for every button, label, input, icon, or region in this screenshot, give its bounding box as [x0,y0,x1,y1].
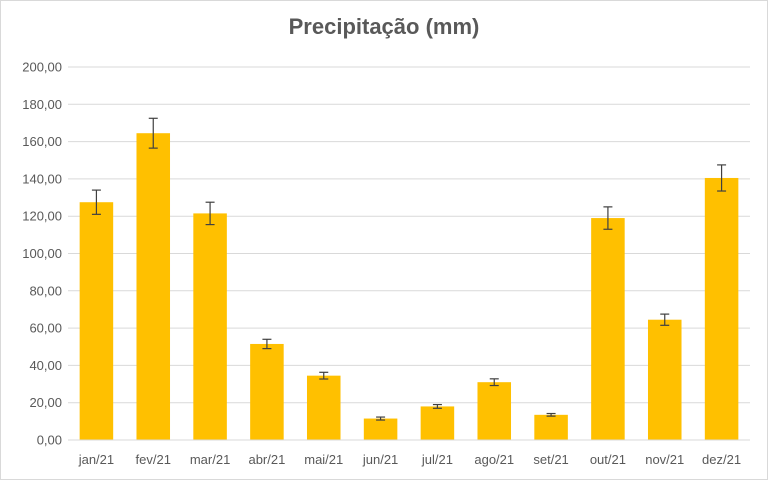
x-tick-label: mai/21 [304,452,343,467]
error-bar-mar-21 [205,201,215,226]
chart-title: Precipitação (mm) [288,14,480,39]
error-bars [91,117,727,421]
y-tick-label: 0,00 [37,433,62,448]
x-tick-label: ago/21 [474,452,514,467]
x-tick-label: fev/21 [136,452,171,467]
y-tick-label: 160,00 [22,134,62,149]
bar-jan-21 [79,202,114,440]
error-bar-mai-21 [319,371,329,380]
error-bar-jan-21 [91,189,101,215]
y-tick-label: 20,00 [29,395,62,410]
x-tick-label: jun/21 [362,452,398,467]
bar-ago-21 [477,382,512,440]
error-bar-nov-21 [660,313,670,326]
bar-abr-21 [250,343,284,440]
x-tick-label: jul/21 [421,452,453,467]
bar-fev-21 [136,133,171,440]
bars [79,133,739,440]
x-tick-label: mar/21 [190,452,230,467]
bar-jul-21 [420,406,455,440]
bar-mar-21 [193,213,227,440]
y-tick-label: 140,00 [22,171,62,186]
error-bar-jun-21 [376,416,386,421]
gridlines [68,66,750,404]
bar-dez-21 [704,177,739,440]
error-bar-out-21 [603,206,613,230]
bar-nov-21 [647,319,682,440]
error-bar-fev-21 [148,117,158,149]
x-tick-label: nov/21 [645,452,684,467]
y-tick-label: 180,00 [22,97,62,112]
x-tick-label: abr/21 [248,452,285,467]
y-tick-label: 100,00 [22,246,62,261]
y-tick-label: 40,00 [29,358,62,373]
y-tick-label: 200,00 [22,60,62,75]
error-bar-ago-21 [489,378,499,387]
y-tick-label: 80,00 [29,283,62,298]
x-tick-label: dez/21 [702,452,741,467]
error-bar-abr-21 [262,338,272,350]
error-bar-dez-21 [717,164,727,192]
x-tick-label: jan/21 [78,452,114,467]
bar-jun-21 [363,418,398,440]
x-tick-label: out/21 [590,452,626,467]
y-tick-label: 120,00 [22,209,62,224]
error-bar-jul-21 [432,403,442,409]
y-axis-tick-labels: 0,00 20,00 40,00 60,00 80,00 100,00 120,00 140,… [22,60,62,448]
bar-set-21 [534,414,568,440]
y-tick-label: 60,00 [29,321,62,336]
x-tick-label: set/21 [533,452,568,467]
x-axis-tick-labels: jan/21 fev/21 mar/21 abr/21 mai/21 jun/21 jul/… [78,452,741,467]
bar-mai-21 [306,375,341,440]
bar-out-21 [591,218,625,440]
error-bar-set-21 [546,412,556,417]
